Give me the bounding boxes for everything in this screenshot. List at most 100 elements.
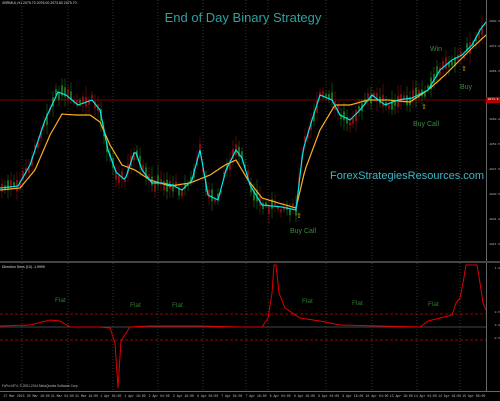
candle-body [106, 144, 108, 153]
time-axis[interactable]: 27 Mar 2015 30 Mar 10:00 31 Mar 04:00 31 Ma… [0, 391, 500, 401]
candle-body [139, 155, 141, 166]
candle-body [430, 77, 432, 90]
candle-body [133, 152, 135, 161]
flat-label: Flat [302, 298, 313, 305]
candle-body [124, 178, 126, 182]
candle-body [175, 181, 177, 186]
candle-body [55, 89, 57, 96]
candle-body [481, 25, 483, 36]
candle-body [340, 114, 342, 120]
time-axis-label: 8 Apr 04:00 [269, 394, 291, 398]
indicator-pane[interactable]: Flat Flat Flat Flat Flat Flat [0, 263, 486, 391]
candle-body [403, 95, 405, 100]
candle-body [19, 181, 21, 187]
candle-body [331, 92, 333, 101]
candle-body [241, 151, 243, 159]
flat-label: Flat [172, 302, 183, 309]
time-axis-label: 7 Apr 16:00 [245, 394, 267, 398]
candle-body [427, 85, 429, 89]
candle-body [115, 170, 117, 180]
flat-label: Flat [55, 297, 66, 304]
direction-sense-line [0, 264, 486, 389]
time-axis-label: 15 Apr 08:00 [462, 394, 486, 398]
candle-body [10, 180, 12, 190]
candle-body [223, 171, 225, 178]
candle-body [37, 141, 39, 148]
chart-header: XBRMUL,H1 2075.70 2076.00 2073.80 2075.7… [2, 1, 77, 5]
candle-body [154, 181, 156, 192]
price-scale[interactable]: 2080.5 2073.0 2066.5 2060.0 2053.5 2047.… [486, 0, 500, 262]
candle-body [172, 183, 174, 192]
flat-label: Flat [428, 301, 439, 308]
candle-body [295, 205, 297, 216]
candle-body [373, 92, 375, 97]
candle-body [283, 206, 285, 211]
flat-label: Flat [352, 300, 363, 307]
buy-arrow-icon: ⇧ [461, 66, 467, 73]
signal-label-win: Win [430, 46, 443, 53]
candle-body [43, 122, 45, 128]
candle-body [391, 99, 393, 110]
candle-body [88, 99, 90, 105]
price-tick: 2034.0 [489, 218, 500, 221]
candle-body [352, 118, 354, 124]
candle-body [310, 121, 312, 130]
candle-body [7, 180, 9, 191]
time-axis-label: 8 Apr 16:00 [293, 394, 315, 398]
time-axis-label: 31 Mar 04:00 [50, 394, 74, 398]
candle-body [307, 133, 309, 138]
candle-body [289, 209, 291, 216]
flat-label: Flat [130, 302, 141, 309]
time-axis-label: 14 Apr 16:00 [438, 394, 462, 398]
candle-body [274, 200, 276, 206]
price-tick: 2073.0 [489, 45, 500, 48]
watermark-text: ForexStrategiesResources.com [330, 170, 485, 182]
candle-body [28, 166, 30, 174]
candle-body [400, 94, 402, 103]
candle-body [280, 209, 282, 213]
candle-body [388, 104, 390, 110]
candle-body [22, 171, 24, 179]
candle-body [325, 94, 327, 99]
candle-body [46, 113, 48, 126]
candle-body [148, 174, 150, 181]
candle-body [64, 87, 66, 97]
indicator-tick: 1.0 [494, 267, 500, 270]
candle-body [181, 190, 183, 197]
price-tick: 2066.5 [489, 70, 500, 73]
candle-body [34, 145, 36, 149]
pane-separator[interactable] [0, 261, 500, 263]
candle-body [454, 57, 456, 67]
candle-body [220, 190, 222, 195]
candle-body [442, 61, 444, 70]
candle-body [337, 105, 339, 113]
candle-body [178, 188, 180, 196]
candle-body [157, 175, 159, 185]
indicator-scale[interactable]: 1.0 0.5 0.0 -0.5 [486, 263, 500, 391]
candle-body [160, 178, 162, 185]
time-axis-label: 13 Apr 16:00 [389, 394, 413, 398]
candle-body [199, 143, 201, 150]
candle-body [121, 171, 123, 179]
price-tick: 2060.0 [489, 118, 500, 121]
current-price-badge: 2074.9 [486, 97, 500, 103]
candle-body [394, 100, 396, 106]
candle-body [316, 100, 318, 113]
candle-body [382, 94, 384, 107]
copyright-text: FxPro MT4, © 2001-2014 MetaQuotes Softwa… [2, 384, 79, 388]
chart-title: End of Day Binary Strategy [164, 10, 322, 25]
candle-body [271, 199, 273, 209]
candle-body [478, 31, 480, 39]
signal-label-buy-call-1: Buy Call [290, 228, 317, 235]
candle-body [31, 156, 33, 166]
time-axis-label: 10 Apr 04:00 [365, 394, 389, 398]
candle-body [475, 37, 477, 41]
price-chart-pane[interactable]: XBRMUL,H1 2075.70 2076.00 2073.80 2075.7… [0, 0, 486, 262]
indicator-tick: 0.0 [494, 324, 500, 327]
price-tick: 2053.5 [489, 143, 500, 146]
candle-body [415, 87, 417, 98]
buy-arrow-icon: ⇧ [296, 213, 302, 220]
candle-body [436, 66, 438, 77]
candle-body [367, 93, 369, 102]
candle-body [70, 91, 72, 100]
